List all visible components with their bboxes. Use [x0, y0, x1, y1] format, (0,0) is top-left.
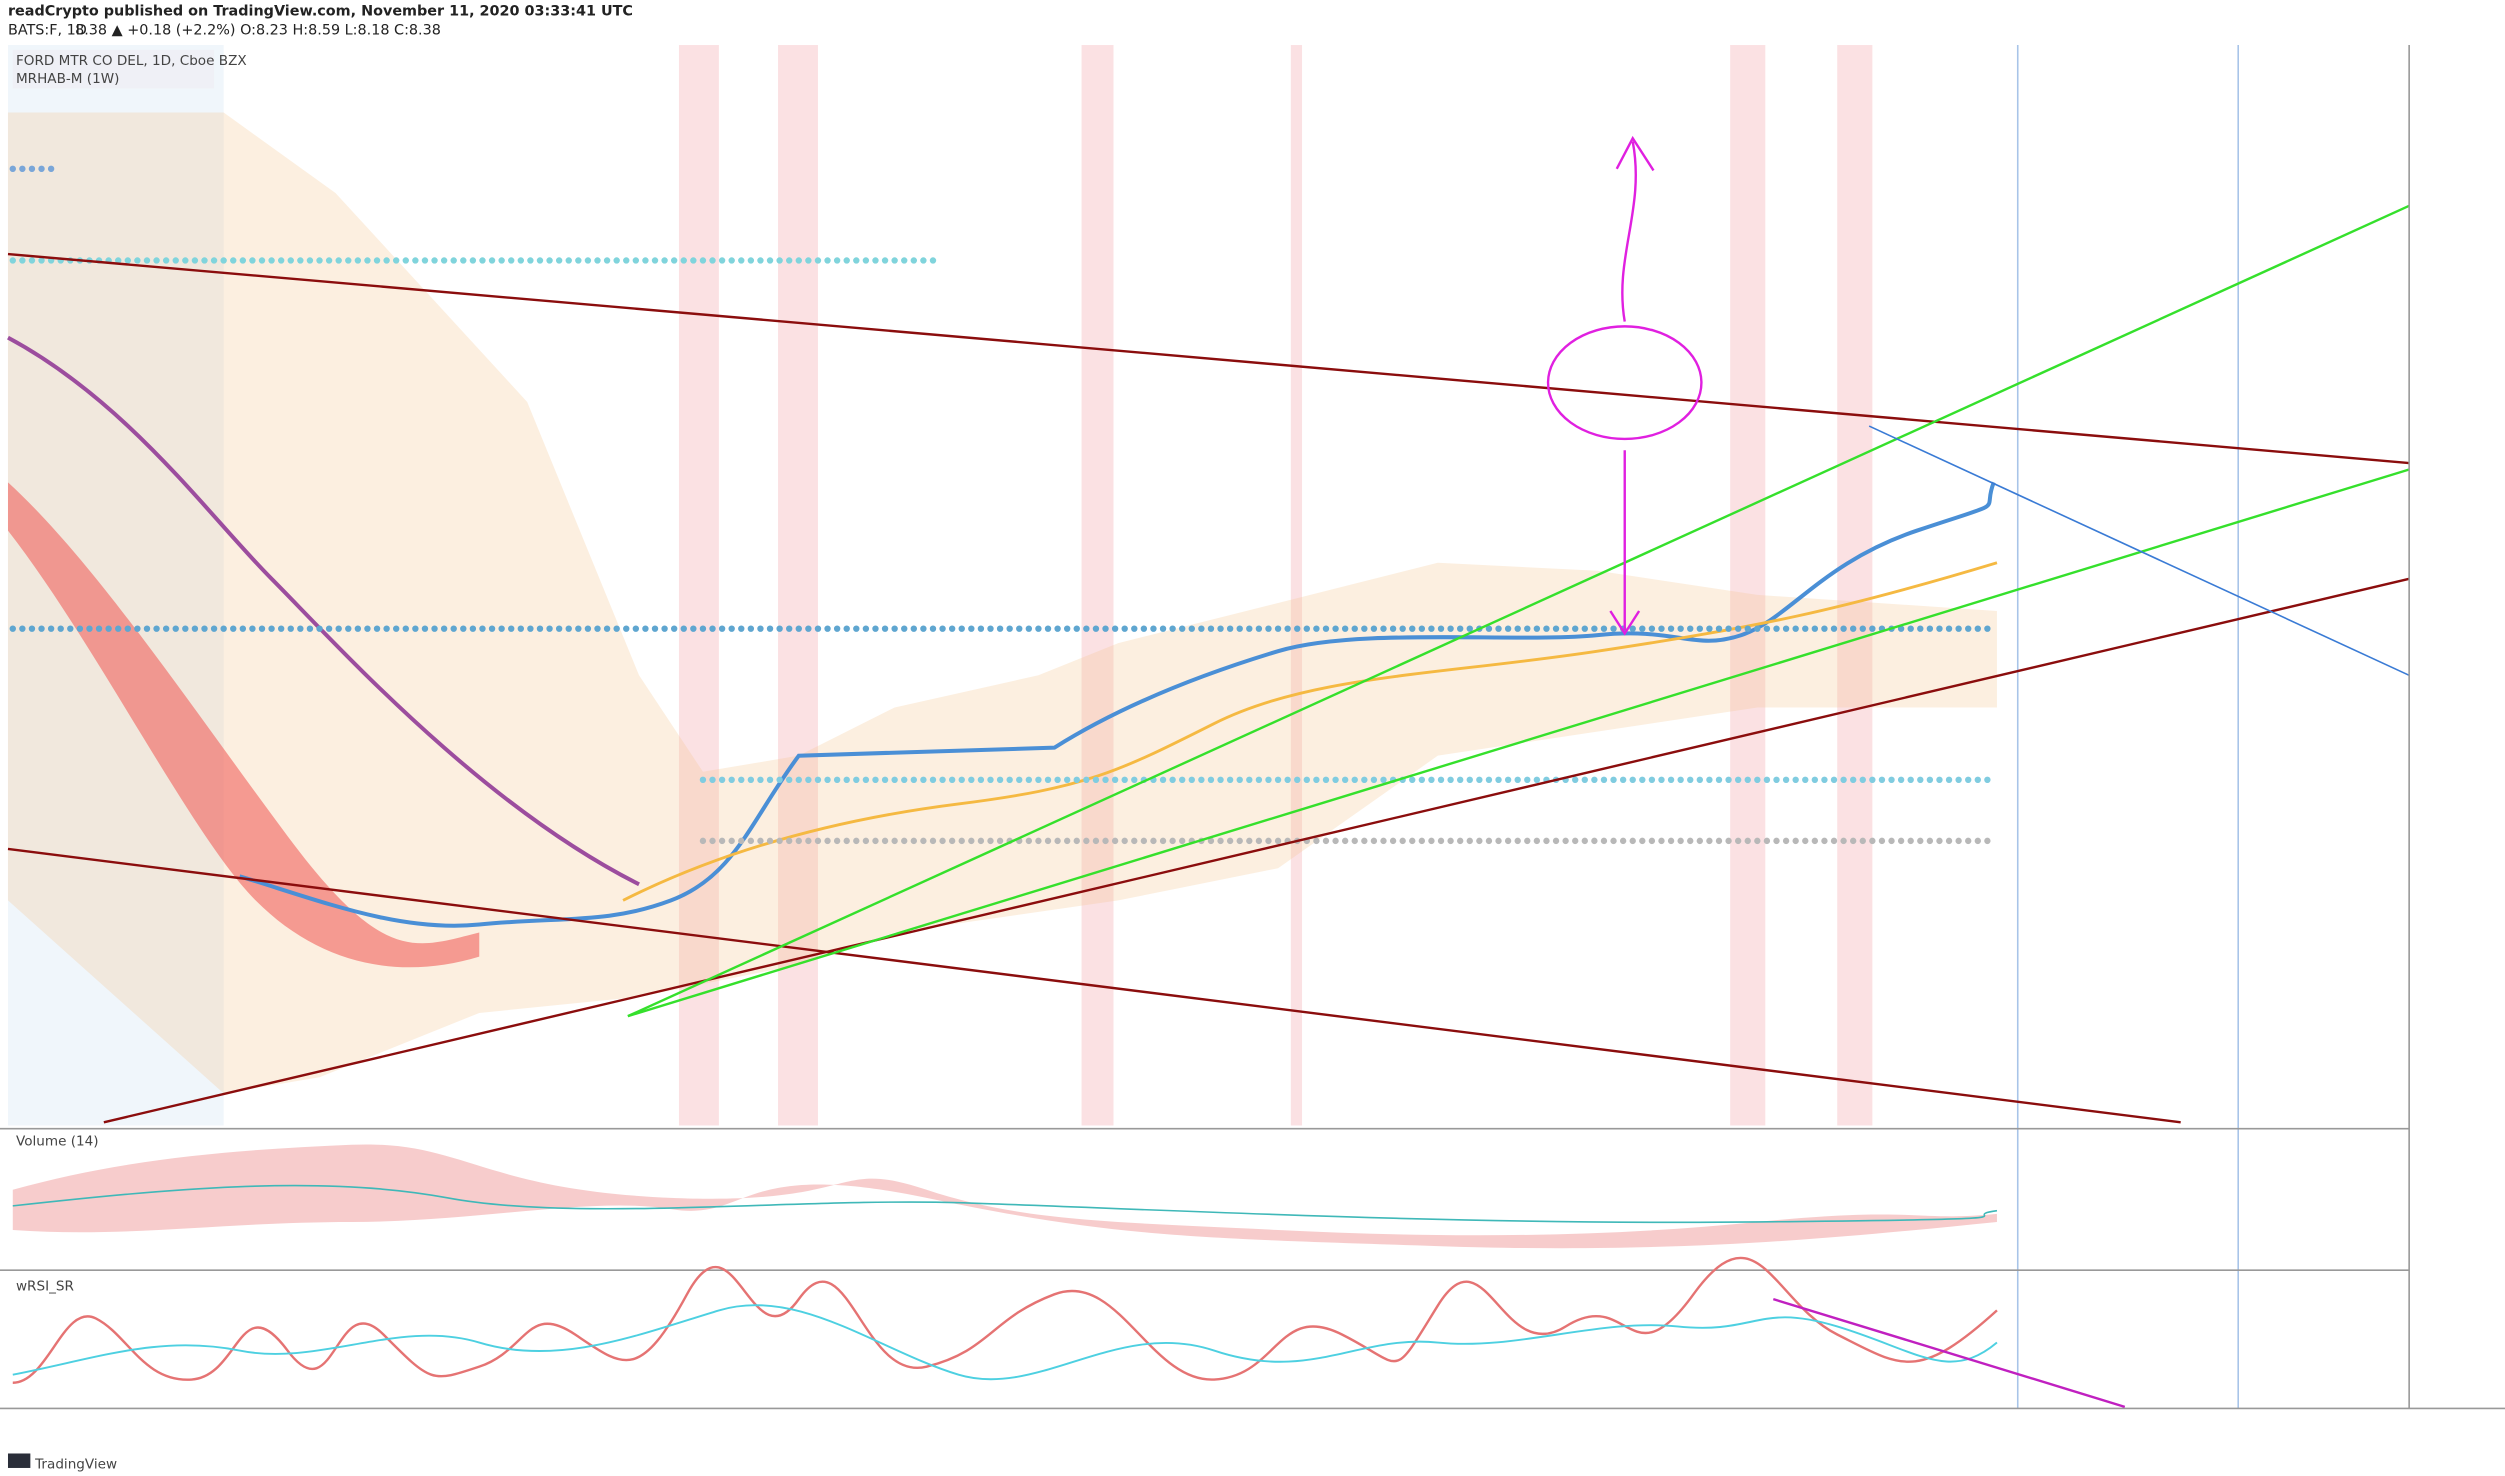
ichimoku-cloud: [7, 112, 1997, 1094]
logo: [7, 1453, 31, 1468]
ma-line: [622, 561, 1998, 902]
footer: TradingView: [34, 1457, 117, 1473]
trend-lines: [7, 204, 2410, 1124]
price-axis: [2409, 45, 2505, 1409]
ma-line: [239, 481, 1996, 928]
volume-cloud: [12, 1144, 1997, 1249]
rsi-osc: [12, 1256, 1998, 1384]
volume-label: Volume (14): [16, 1134, 99, 1150]
highlight-bands: [7, 45, 1873, 1126]
legend-title: FORD MTR CO DEL, 1D, Cboe BZX: [16, 53, 247, 69]
quote: 8.38 ▲ +0.18 (+2.2%) O:8.23 H:8.59 L:8.1…: [75, 23, 441, 39]
rsi-trend: [1772, 1297, 2126, 1409]
publisher: readCrypto published on TradingView.com,…: [8, 3, 633, 19]
rsi-label: wRSI_SR: [16, 1278, 74, 1294]
dot-rows: [9, 165, 2001, 845]
volume-ma: [12, 1184, 1998, 1224]
annotation: [1546, 135, 1703, 636]
ma-line: [7, 335, 640, 887]
legend-box: [12, 49, 215, 89]
ma-band: [7, 482, 480, 968]
legend-indicator: MRHAB-M (1W): [16, 71, 119, 87]
rsi-signal: [12, 1304, 1998, 1381]
symbol: BATS:F, 1D: [8, 23, 87, 39]
